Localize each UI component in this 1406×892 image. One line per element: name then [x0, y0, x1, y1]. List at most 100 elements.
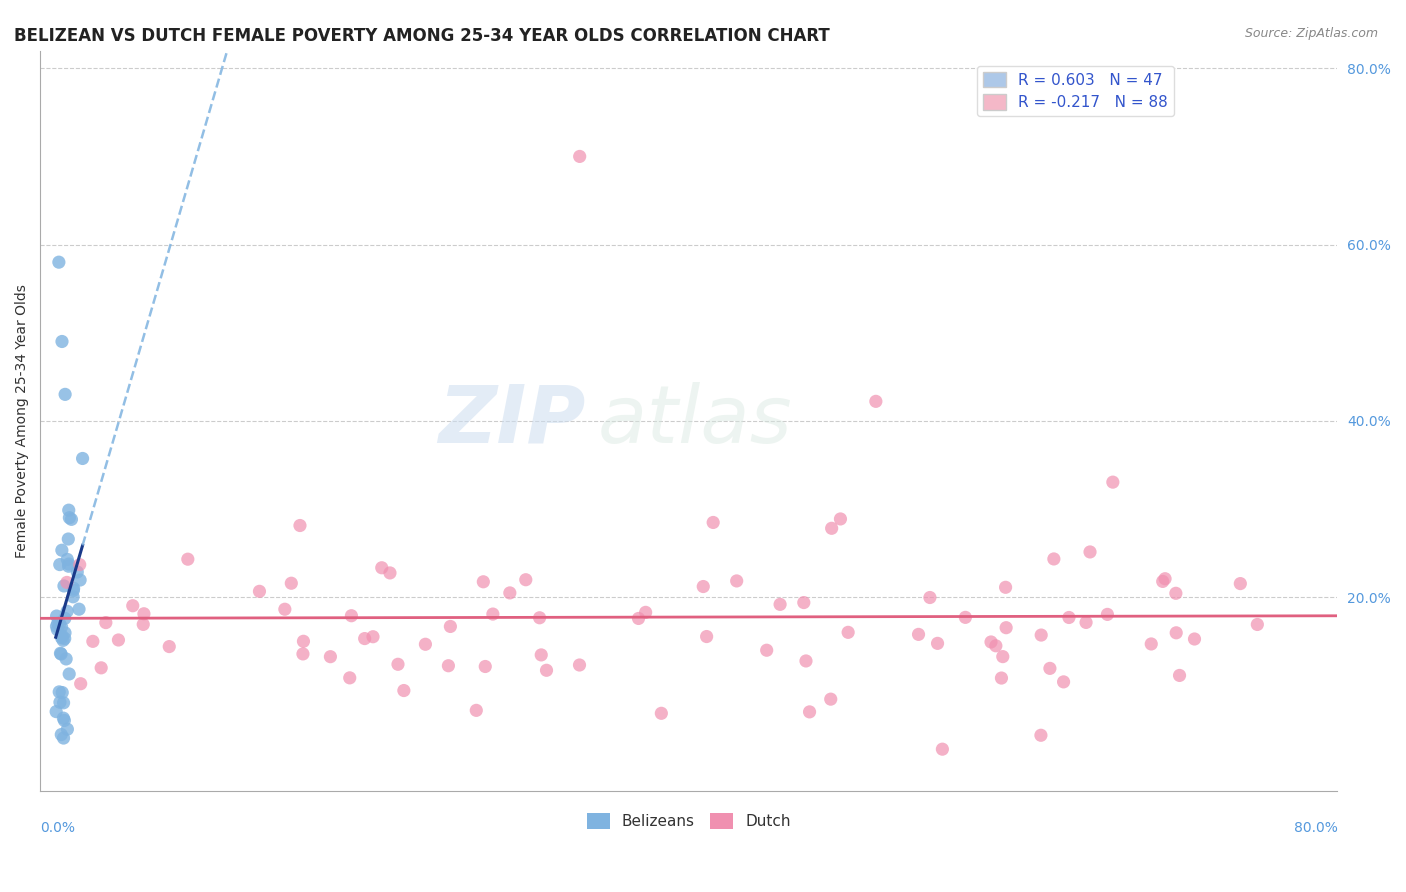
Point: [437, 658, 460, 673]
Point: [94, 615, 117, 630]
Point: [821, 521, 844, 535]
Point: [1168, 668, 1191, 682]
Point: [439, 619, 461, 633]
Point: [371, 561, 394, 575]
Point: [288, 518, 311, 533]
Point: [51, 334, 73, 349]
Point: [56, 575, 79, 590]
Point: [157, 640, 180, 654]
Point: [53, 387, 76, 401]
Point: [58, 503, 80, 517]
Point: [49, 695, 72, 709]
Point: [62, 583, 84, 598]
Point: [1152, 574, 1174, 589]
Point: [69, 573, 91, 587]
Point: [292, 634, 315, 648]
Point: [568, 149, 591, 163]
Point: [52, 633, 75, 648]
Point: [52, 711, 75, 725]
Point: [995, 621, 1018, 635]
Point: [650, 706, 672, 721]
Point: [955, 610, 977, 624]
Point: [378, 566, 401, 580]
Point: [55, 652, 77, 666]
Point: [1097, 607, 1119, 622]
Point: [132, 617, 155, 632]
Point: [46, 623, 69, 637]
Point: [990, 671, 1012, 685]
Point: [319, 649, 342, 664]
Text: 0.0%: 0.0%: [41, 821, 75, 835]
Point: [69, 677, 91, 691]
Point: [1043, 552, 1066, 566]
Point: [339, 671, 361, 685]
Point: [90, 661, 112, 675]
Point: [60, 512, 83, 526]
Point: [927, 636, 949, 650]
Point: [82, 634, 104, 648]
Point: [1140, 637, 1163, 651]
Point: [51, 727, 73, 741]
Point: [62, 590, 84, 604]
Point: [536, 663, 558, 677]
Point: [48, 255, 70, 269]
Point: [48, 685, 70, 699]
Point: [1074, 615, 1097, 630]
Point: [62, 582, 84, 596]
Point: [53, 632, 76, 646]
Point: [280, 576, 302, 591]
Point: [51, 631, 73, 645]
Point: [830, 512, 852, 526]
Point: [755, 643, 778, 657]
Point: [46, 616, 69, 631]
Point: [794, 654, 817, 668]
Point: [769, 598, 792, 612]
Point: [52, 731, 75, 745]
Point: [340, 608, 363, 623]
Point: [49, 558, 72, 572]
Point: [634, 605, 657, 619]
Point: [353, 632, 375, 646]
Point: [515, 573, 537, 587]
Point: [499, 586, 522, 600]
Point: [482, 607, 505, 621]
Point: [530, 648, 553, 662]
Point: [51, 629, 73, 643]
Point: [627, 611, 650, 625]
Point: [45, 619, 67, 633]
Point: [994, 580, 1017, 594]
Point: [529, 611, 551, 625]
Point: [51, 620, 73, 634]
Point: [53, 714, 76, 728]
Point: [1101, 475, 1123, 490]
Point: [249, 584, 271, 599]
Point: [177, 552, 200, 566]
Point: [69, 558, 91, 572]
Point: [274, 602, 297, 616]
Point: [702, 516, 724, 530]
Text: Source: ZipAtlas.com: Source: ZipAtlas.com: [1244, 27, 1378, 40]
Point: [1246, 617, 1268, 632]
Point: [931, 742, 953, 756]
Point: [1057, 610, 1080, 624]
Point: [52, 579, 75, 593]
Point: [58, 557, 80, 571]
Point: [692, 580, 714, 594]
Point: [472, 574, 495, 589]
Point: [49, 647, 72, 661]
Point: [58, 510, 80, 524]
Point: [67, 602, 90, 616]
Point: [121, 599, 143, 613]
Point: [793, 596, 815, 610]
Point: [907, 627, 929, 641]
Point: [45, 609, 67, 624]
Point: [725, 574, 748, 588]
Text: 80.0%: 80.0%: [1294, 821, 1337, 835]
Legend: Belizeans, Dutch: Belizeans, Dutch: [581, 807, 797, 835]
Point: [1031, 628, 1053, 642]
Point: [465, 703, 488, 717]
Point: [51, 685, 73, 699]
Point: [820, 692, 842, 706]
Point: [45, 705, 67, 719]
Point: [56, 723, 79, 737]
